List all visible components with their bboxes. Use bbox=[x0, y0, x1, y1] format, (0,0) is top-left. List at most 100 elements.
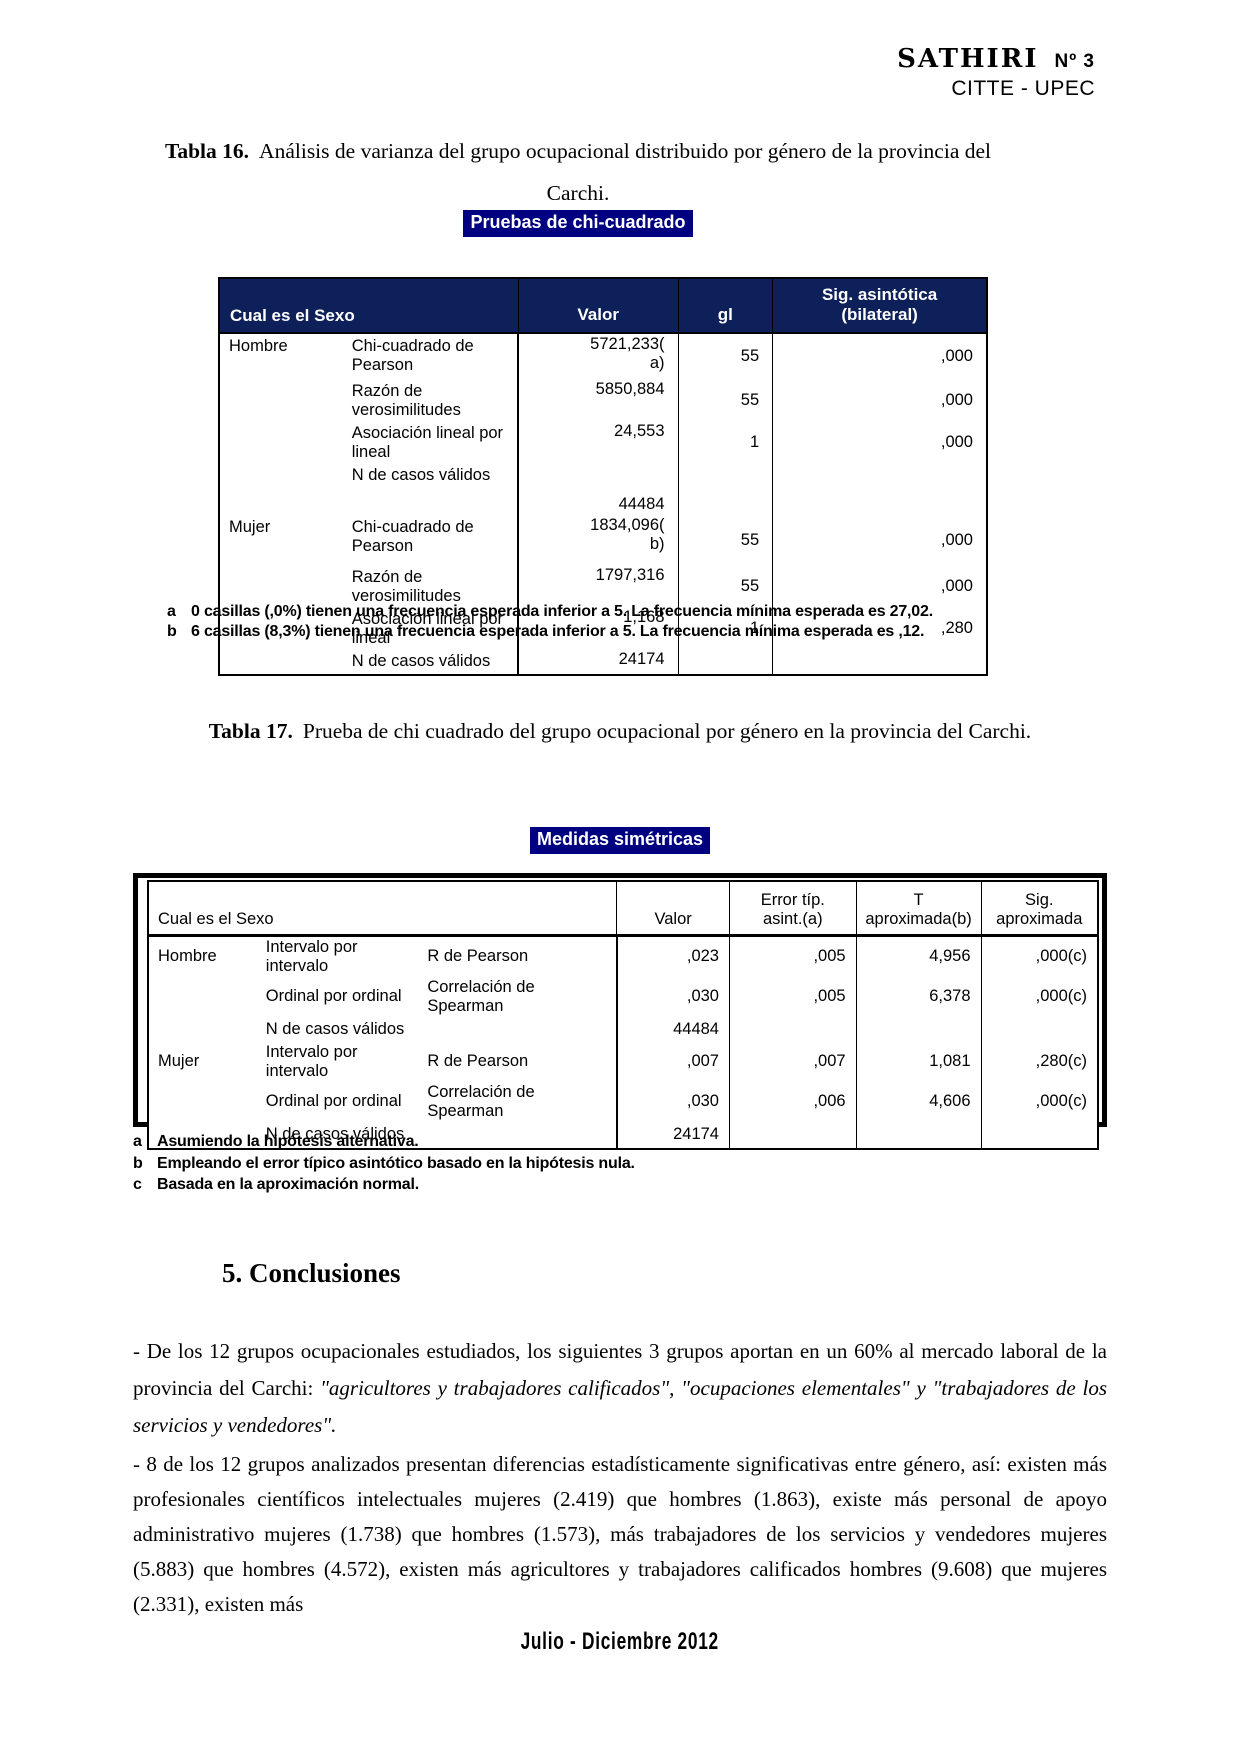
table-row: Asociación lineal por lineal 24,553 1 ,0… bbox=[219, 421, 987, 463]
cell-valor: 24174 bbox=[615, 1121, 730, 1149]
cell-gl: 55 bbox=[677, 515, 773, 565]
cell-medida: Correlación de Spearman bbox=[427, 1082, 535, 1120]
table-row: Asociación lineal por lineal 1,168 1 ,28… bbox=[219, 607, 987, 649]
tabla17-caption-text: Prueba de chi cuadrado del grupo ocupaci… bbox=[302, 719, 1032, 743]
cell-tipo: N de casos válidos bbox=[265, 1125, 405, 1143]
column-header-gl: gl bbox=[677, 277, 774, 334]
cell-sig: ,280 bbox=[772, 607, 987, 649]
cell-t: 6,378 bbox=[855, 976, 982, 1017]
cell-t bbox=[855, 1121, 982, 1149]
cell-medida bbox=[421, 1017, 616, 1042]
cell-valor: ,023 bbox=[615, 935, 730, 977]
cell-gl: 1 bbox=[677, 607, 773, 649]
cell-gl: 1 bbox=[677, 421, 773, 463]
cell-error: ,005 bbox=[728, 935, 857, 977]
tabla16-caption-label: Tabla 16. bbox=[164, 139, 250, 163]
column-header-sexo: Cual es el Sexo bbox=[218, 277, 519, 334]
cell-tipo: N de casos válidos bbox=[265, 1019, 405, 1038]
cell-sig: ,280(c) bbox=[980, 1041, 1098, 1082]
tabla17-caption: Tabla 17. Prueba de chi cuadrado del grup… bbox=[133, 710, 1107, 752]
tabla17-title-wrap: Medidas simétricas bbox=[133, 827, 1107, 854]
footnote-letter: a bbox=[167, 603, 176, 620]
footnote-text: 6 casillas (8,3%) tienen una frecuencia … bbox=[191, 623, 925, 640]
cell-valor: ,030 bbox=[615, 976, 730, 1017]
cell-group: Hombre bbox=[229, 337, 288, 355]
table-row: Hombre Intervalo por intervalo R de Pear… bbox=[148, 935, 1098, 977]
chi-square-table: Cual es el Sexo Valor gl Sig. asintótica… bbox=[218, 277, 988, 676]
cell-error: ,005 bbox=[728, 976, 857, 1017]
footer-date: Julio - Diciembre 2012 bbox=[520, 1628, 720, 1655]
table-row: Ordinal por ordinal Correlación de Spear… bbox=[148, 976, 1098, 1017]
tabla16-caption: Tabla 16. Análisis de varianza del grupo … bbox=[133, 130, 1023, 214]
issue-number: Nº 3 bbox=[1054, 51, 1095, 72]
cell-group bbox=[219, 649, 344, 675]
cell-sig: ,000 bbox=[772, 333, 987, 379]
cell-t bbox=[855, 1016, 982, 1042]
cell-valor: 24,553 bbox=[517, 421, 678, 463]
symmetric-measures-frame: Cual es el Sexo Valor Error típ. asint.(… bbox=[133, 873, 1107, 1150]
cell-valor: ,030 bbox=[615, 1081, 730, 1122]
table-row: Ordinal por ordinal Correlación de Spear… bbox=[148, 1081, 1098, 1122]
tabla16-caption-text: Análisis de varianza del grupo ocupacion… bbox=[259, 139, 992, 205]
footnote-text: Asumiendo la hipótesis alternativa. bbox=[157, 1133, 419, 1150]
cell-sig: ,000(c) bbox=[980, 976, 1098, 1017]
footnote-text: Basada en la aproximación normal. bbox=[157, 1176, 419, 1193]
cell-valor: 5721,233( a) bbox=[517, 333, 678, 379]
cell-valor: 1834,096( b) bbox=[517, 515, 678, 565]
cell-sig bbox=[980, 1016, 1098, 1042]
table-header-row: Cual es el Sexo Valor Error típ. asint.(… bbox=[147, 880, 1099, 937]
chi-square-table-wrap: Cual es el Sexo Valor gl Sig. asintótica… bbox=[218, 277, 988, 676]
column-header-sig: Sig. aproximada bbox=[980, 880, 1099, 937]
footnote-b: b Empleando el error típico asintótico ba… bbox=[133, 1153, 1107, 1175]
masthead-line1: SATHIRI Nº 3 bbox=[897, 44, 1095, 74]
cell-test: Razón de verosimilitudes bbox=[351, 568, 461, 605]
cell-group bbox=[148, 1017, 260, 1042]
cell-sig: ,000 bbox=[772, 379, 987, 421]
column-header-t: T aproximada(b) bbox=[855, 880, 982, 937]
footnote-text: 0 casillas (,0%) tienen una frecuencia e… bbox=[191, 603, 933, 620]
cell-sig bbox=[772, 463, 987, 515]
journal-name: SATHIRI bbox=[897, 44, 1039, 74]
tabla17-table-title: Medidas simétricas bbox=[529, 827, 711, 854]
cell-sig: ,000 bbox=[772, 565, 987, 607]
cell-test: Chi-cuadrado de Pearson bbox=[351, 337, 474, 374]
tabla17-footnotes: a Asumiendo la hipótesis alternativa. b Em… bbox=[133, 1131, 1107, 1196]
cell-gl bbox=[677, 649, 773, 675]
cell-gl: 55 bbox=[677, 565, 773, 607]
cell-valor: 1797,316 bbox=[517, 565, 678, 607]
tabla16-table-title: Pruebas de chi-cuadrado bbox=[463, 210, 693, 237]
cell-valor: 1,168 bbox=[517, 607, 678, 649]
cell-group bbox=[219, 565, 344, 607]
cell-medida: R de Pearson bbox=[427, 947, 529, 965]
footnote-letter: b bbox=[133, 1154, 143, 1172]
cell-group: Mujer bbox=[158, 1052, 200, 1070]
cell-sig: ,000(c) bbox=[980, 1081, 1098, 1122]
cell-test: Asociación lineal por lineal bbox=[351, 610, 504, 647]
conclusion-paragraph-2: - 8 de los 12 grupos analizados presenta… bbox=[133, 1452, 1107, 1616]
masthead: SATHIRI Nº 3 CITTE - UPEC bbox=[897, 44, 1095, 101]
cell-error: ,007 bbox=[728, 1041, 857, 1082]
cell-test: Chi-cuadrado de Pearson bbox=[351, 518, 474, 555]
paragraph-italic-text: "agricultores y trabajadores calificados… bbox=[133, 1376, 1107, 1437]
cell-gl: 55 bbox=[677, 333, 773, 379]
cell-tipo: Ordinal por ordinal bbox=[265, 987, 402, 1005]
table-row: N de casos válidos 44484 bbox=[148, 1016, 1098, 1042]
cell-group bbox=[148, 977, 260, 1017]
column-header-valor: Valor bbox=[616, 880, 730, 937]
cell-test: N de casos válidos bbox=[351, 652, 491, 670]
cell-sig: ,000 bbox=[772, 421, 987, 463]
cell-group bbox=[219, 379, 344, 421]
cell-sig bbox=[980, 1121, 1098, 1149]
column-header-sig: Sig. asintótica (bilateral) bbox=[772, 277, 988, 334]
cell-medida: R de Pearson bbox=[427, 1052, 529, 1070]
cell-sig: ,000 bbox=[772, 515, 987, 565]
cell-valor: 44484 bbox=[517, 463, 678, 515]
footnote-text: Empleando el error típico asintótico bas… bbox=[157, 1154, 635, 1172]
cell-valor: 44484 bbox=[615, 1016, 730, 1042]
column-header-sexo: Cual es el Sexo bbox=[147, 880, 618, 937]
cell-group bbox=[219, 421, 344, 463]
cell-t: 4,606 bbox=[855, 1081, 982, 1122]
cell-t: 4,956 bbox=[855, 935, 982, 977]
tabla16-footnotes: a 0 casillas (,0%) tienen una frecuencia … bbox=[167, 602, 1117, 642]
footnote-letter: b bbox=[167, 623, 177, 640]
